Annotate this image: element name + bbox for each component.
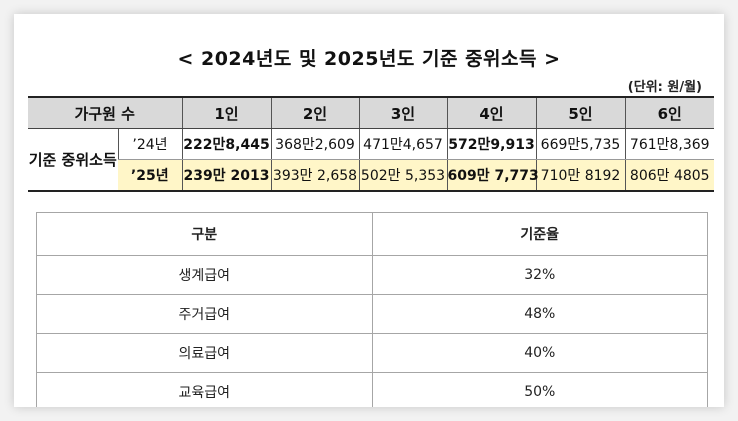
table-row: 주거급여 48% — [36, 294, 708, 334]
year-2024: ’24년 — [117, 128, 182, 160]
benefit-rate: 40% — [371, 333, 708, 373]
table-row: 의료급여 40% — [36, 333, 708, 373]
benefit-rate-table: 구분 기준율 생계급여 32% 주거급여 48% 의료급여 40% 교육급여 5… — [36, 212, 708, 407]
value-2025-6: 806만 4805 — [624, 159, 714, 192]
benefit-name: 주거급여 — [36, 294, 373, 334]
header-2-person: 2인 — [270, 96, 359, 129]
income-header-row: 가구원 수 1인 2인 3인 4인 5인 6인 — [28, 96, 714, 129]
value-2025-4: 609만 7,773 — [446, 159, 539, 192]
value-2024-5: 669만5,735 — [535, 128, 625, 160]
table-row: 교육급여 50% — [36, 372, 708, 407]
benefit-rate: 50% — [371, 372, 708, 407]
rate-header: 기준율 — [371, 212, 708, 256]
table-row: 생계급여 32% — [36, 255, 708, 295]
median-income-label: 기준 중위소득 — [28, 128, 118, 192]
year-2025: ’25년 — [118, 159, 182, 192]
household-size-header: 가구원 수 — [28, 96, 182, 129]
value-2025-5: 710만 8192 — [535, 159, 625, 192]
value-2025-2: 393만 2,658 — [270, 159, 359, 192]
header-6-person: 6인 — [624, 96, 714, 129]
value-2024-4: 572만9,913 — [446, 128, 536, 160]
value-2024-1: 222만8,445 — [181, 128, 271, 160]
category-header: 구분 — [36, 212, 373, 256]
income-row-2024: 기준 중위소득 ’24년 222만8,445 368만2,609 471만4,6… — [28, 128, 714, 192]
document-card: < 2024년도 및 2025년도 기준 중위소득 > (단위: 원/월) 가구… — [14, 14, 724, 407]
value-2024-6: 761만8,369 — [624, 128, 714, 160]
value-2025-1: 239만 2013 — [181, 159, 271, 192]
benefit-name: 교육급여 — [36, 372, 373, 407]
value-2025-3: 502만 5,353 — [358, 159, 447, 192]
header-3-person: 3인 — [358, 96, 447, 129]
header-5-person: 5인 — [535, 96, 625, 129]
median-income-table: 가구원 수 1인 2인 3인 4인 5인 6인 기준 중위소득 ’24년 222… — [28, 96, 714, 192]
benefit-name: 생계급여 — [36, 255, 373, 295]
header-4-person: 4인 — [446, 96, 536, 129]
benefit-rate: 32% — [371, 255, 708, 295]
header-1-person: 1인 — [181, 96, 271, 129]
value-2024-3: 471만4,657 — [358, 128, 447, 160]
unit-note: (단위: 원/월) — [627, 80, 702, 95]
benefit-name: 의료급여 — [36, 333, 373, 373]
benefit-rate: 48% — [371, 294, 708, 334]
document-title: < 2024년도 및 2025년도 기준 중위소득 > — [177, 48, 561, 70]
income-row-2025: ’25년 239만 2013 393만 2,658 502만 5,353 609… — [28, 159, 714, 192]
rates-header-row: 구분 기준율 — [36, 212, 708, 256]
value-2024-2: 368만2,609 — [270, 128, 359, 160]
